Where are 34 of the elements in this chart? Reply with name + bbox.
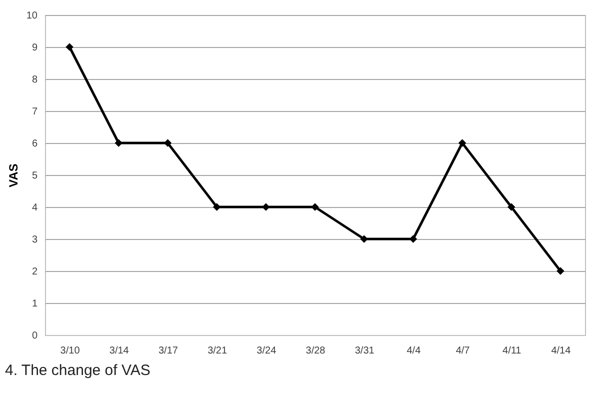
y-tick-label: 7 <box>32 106 38 118</box>
y-tick-label: 10 <box>26 10 38 22</box>
x-tick-label: 4/11 <box>502 346 522 356</box>
point <box>507 203 516 211</box>
x-tick-label: 4/7 <box>456 346 470 356</box>
y-tick-label: 0 <box>32 330 38 342</box>
y-tick-label: 3 <box>32 234 38 246</box>
x-tick-label: 3/21 <box>208 346 228 356</box>
point <box>458 139 466 147</box>
x-tick-label: 3/24 <box>256 346 277 356</box>
y-tick-label: 6 <box>32 138 38 150</box>
point <box>409 235 418 243</box>
x-tick-label: 4/4 <box>406 346 422 356</box>
x-tick-label: 4/14 <box>551 346 572 356</box>
x-tick-label: 3/10 <box>60 346 80 356</box>
y-tick-label: 4 <box>32 202 38 214</box>
point <box>311 203 319 211</box>
text: 4. The change of VAS <box>5 362 150 379</box>
y-tick-label: 8 <box>32 74 38 86</box>
point <box>360 235 368 243</box>
y-tick-label: 2 <box>32 266 38 278</box>
point <box>556 267 564 275</box>
point <box>262 203 270 211</box>
y-tick-label: 1 <box>32 298 38 310</box>
x-tick-label: 3/17 <box>158 346 178 356</box>
point <box>164 139 172 147</box>
point <box>66 43 74 51</box>
point <box>212 203 221 211</box>
x-tick-label: 3/14 <box>109 346 130 356</box>
x-tick-label: 3/31 <box>354 346 375 356</box>
x-tick-label: 3/28 <box>306 346 326 356</box>
y-axis-title: VAS <box>6 164 20 188</box>
y-tick-label: 9 <box>32 42 38 54</box>
y-tick-label: 5 <box>32 170 38 182</box>
